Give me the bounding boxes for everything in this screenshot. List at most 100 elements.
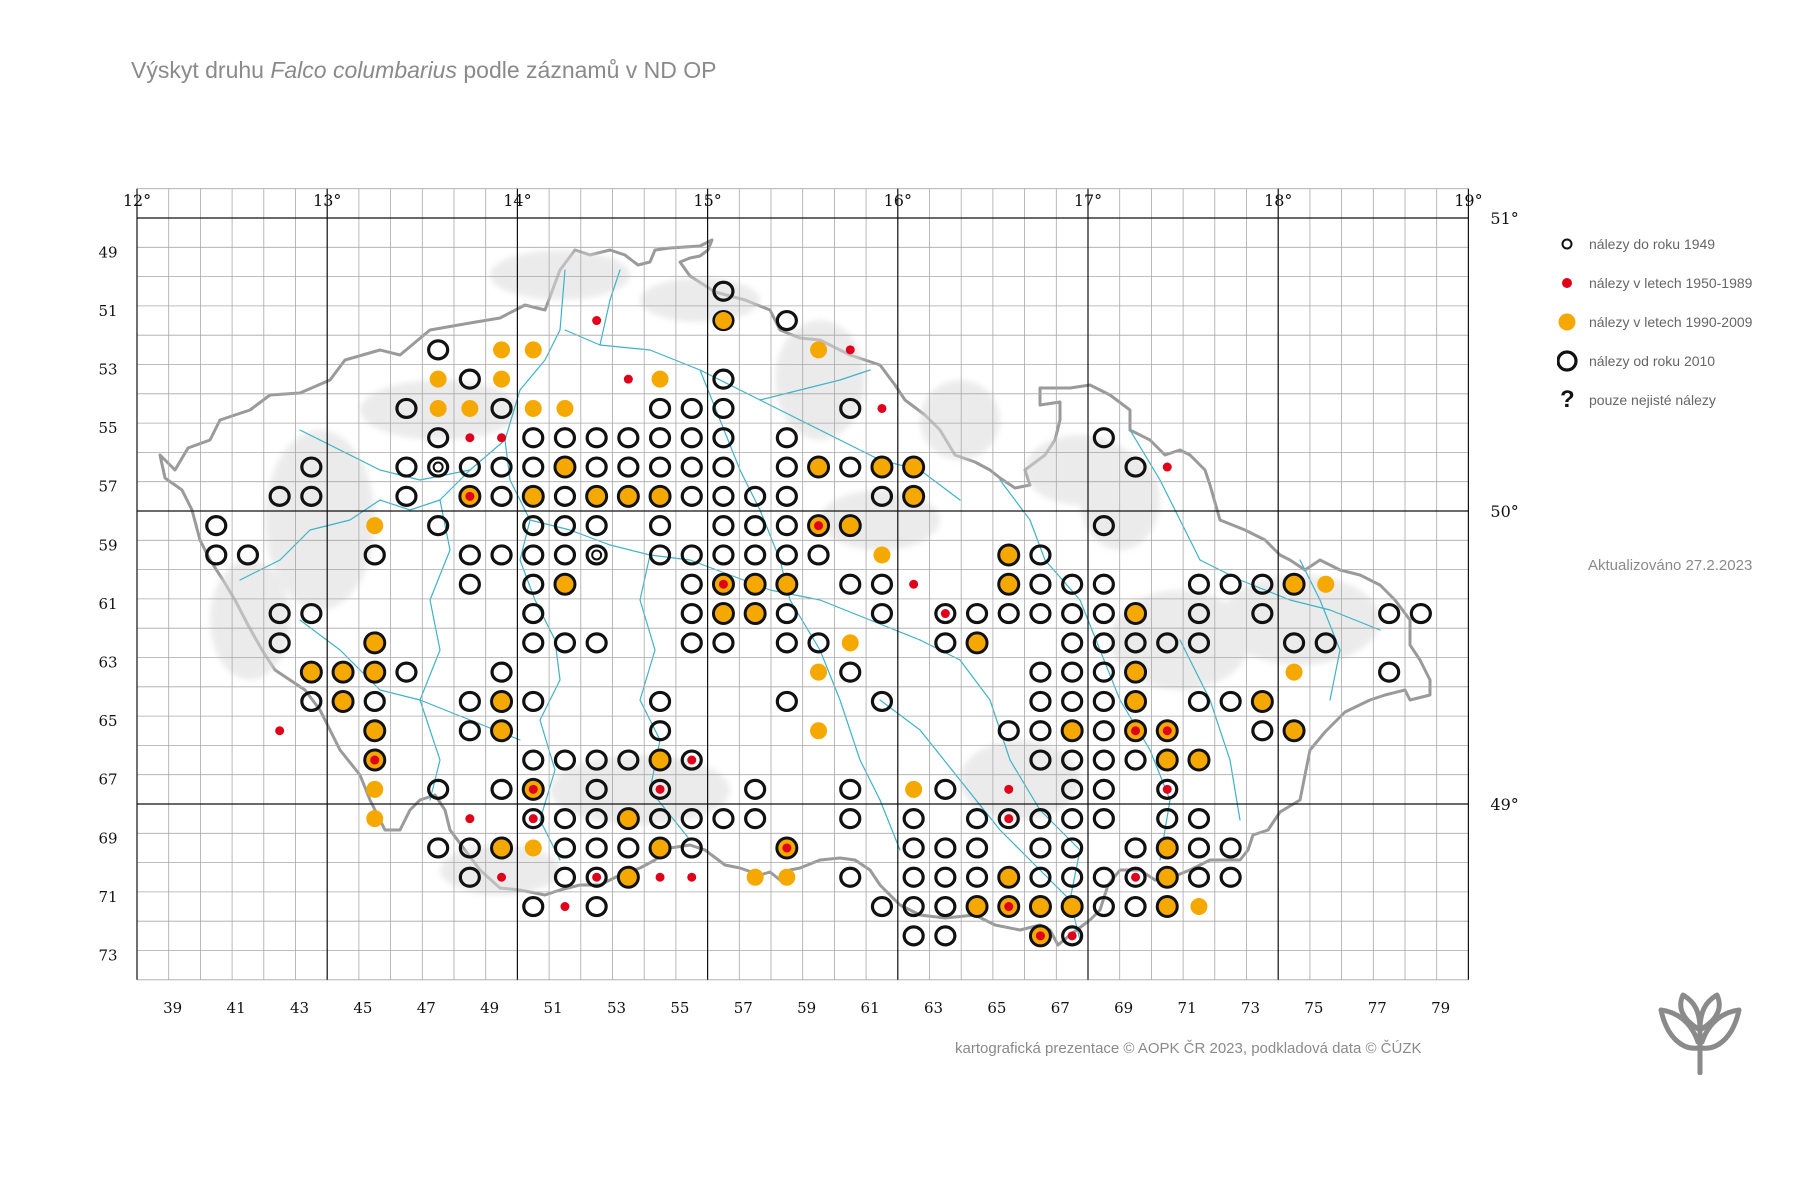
occurrence-cell (490, 485, 513, 507)
row-label: 61 (98, 595, 117, 613)
occurrence-cell (1061, 749, 1084, 771)
axis-labels: 12° 13° 14° 15° 16° 17° 18° 19° 51° 50° 49° 49 51 53 5… (98, 191, 1518, 1017)
column-label: 45 (353, 999, 372, 1017)
column-label: 51 (544, 999, 563, 1017)
occurrence-cell (585, 808, 608, 830)
occurrence-cell (205, 515, 228, 537)
occurrence-cell (905, 780, 923, 798)
black-ring (1124, 895, 1147, 918)
red-dot (1067, 931, 1077, 941)
orange-dot (366, 517, 384, 535)
occurrence-cell (300, 485, 323, 507)
occurrence-cell (870, 573, 894, 595)
red-dot (528, 784, 538, 794)
black-ring (997, 808, 1020, 830)
occurrence-cell (524, 839, 542, 857)
occurrence-cell (1124, 456, 1147, 478)
black-ring (934, 925, 957, 947)
occurrence-cell (870, 455, 894, 479)
occurrence-cell (712, 397, 735, 420)
orange-dot (366, 780, 384, 798)
black-ring (712, 632, 735, 654)
black-ring (1219, 866, 1242, 888)
occurrence-cell (522, 808, 545, 830)
relief-patch (210, 560, 290, 680)
black-ring (934, 837, 957, 859)
occurrence-cell (1028, 924, 1052, 948)
red-dot (845, 345, 855, 355)
black-ring (1092, 749, 1115, 771)
occurrence-cell (617, 749, 640, 771)
occurrence-cell (712, 485, 735, 507)
black-ring (300, 602, 323, 625)
occurrence-cell (1187, 602, 1211, 625)
black-ring (902, 895, 925, 918)
occurrence-cell (1092, 720, 1115, 742)
column-label: 61 (861, 999, 880, 1017)
orange-ring-dot (1282, 719, 1306, 743)
occurrence-cell (522, 456, 545, 478)
occurrence-cell (838, 514, 862, 538)
orange-ring-dot (902, 484, 926, 508)
occurrence-cell (712, 427, 735, 449)
occurrence-cell (902, 866, 925, 888)
occurrence-cell (585, 484, 609, 508)
black-ring (712, 808, 735, 830)
longitude-label: 14° (503, 191, 531, 210)
orange-dot (366, 810, 384, 828)
occurrence-cell (1029, 602, 1052, 625)
row-label: 55 (98, 419, 117, 437)
black-ring (268, 602, 291, 625)
occurrence-cell (648, 515, 672, 537)
occurrence-cell (395, 456, 418, 478)
black-ring (680, 602, 703, 625)
occurrence-cell (1092, 690, 1115, 713)
relief-patch (920, 380, 1000, 460)
black-ring (934, 895, 957, 918)
orange-ring-dot (363, 660, 387, 684)
occurrence-cell (1124, 632, 1147, 654)
black-ring (1061, 925, 1084, 947)
black-ring (997, 602, 1020, 625)
black-ring (775, 485, 798, 507)
occurrence-cell (490, 689, 514, 713)
occurrence-cell (522, 573, 545, 595)
occurrence-cell (553, 427, 577, 449)
occurrence-cell (1155, 895, 1179, 919)
black-ring (490, 485, 513, 507)
red-dot (940, 609, 950, 619)
occurrence-cell (997, 602, 1020, 625)
black-ring (965, 866, 989, 888)
occurrence-cell (617, 837, 640, 859)
orange-ring-dot (648, 484, 672, 508)
black-ring (1219, 837, 1242, 859)
occurrence-cell (680, 602, 703, 625)
black-ring (553, 485, 577, 507)
occurrence-cell (1004, 784, 1014, 794)
occurrence-cell (775, 602, 798, 625)
red-dot (1004, 902, 1014, 912)
occurrence-cell (648, 778, 672, 800)
occurrence-cell (553, 485, 577, 507)
black-ring (1219, 573, 1242, 595)
black-ring (458, 720, 481, 742)
occurrence-cell (553, 572, 577, 596)
red-dot (1131, 872, 1141, 882)
occurrence-cell (1124, 749, 1147, 771)
occurrence-cell (1187, 573, 1211, 595)
occurrence-cell (841, 634, 859, 652)
black-ring (648, 515, 672, 537)
legend-label: nálezy v letech 1990-2009 (1589, 314, 1753, 330)
occurrence-cell (775, 515, 798, 537)
credit-text: kartografická prezentace © AOPK ČR 2023,… (955, 1040, 1422, 1057)
red-dot (465, 814, 475, 824)
orange-ring-dot (965, 895, 989, 919)
occurrence-cell (839, 866, 862, 888)
title-species: Falco columbarius (270, 57, 457, 83)
occurrence-cell (870, 895, 894, 918)
occurrence-cell (427, 456, 450, 478)
occurrence-cell (429, 399, 447, 417)
occurrence-cell (1061, 602, 1084, 625)
black-ring (395, 485, 418, 507)
legend-item-1990-2009: nálezy v letech 1990-2009 (1557, 310, 1797, 334)
